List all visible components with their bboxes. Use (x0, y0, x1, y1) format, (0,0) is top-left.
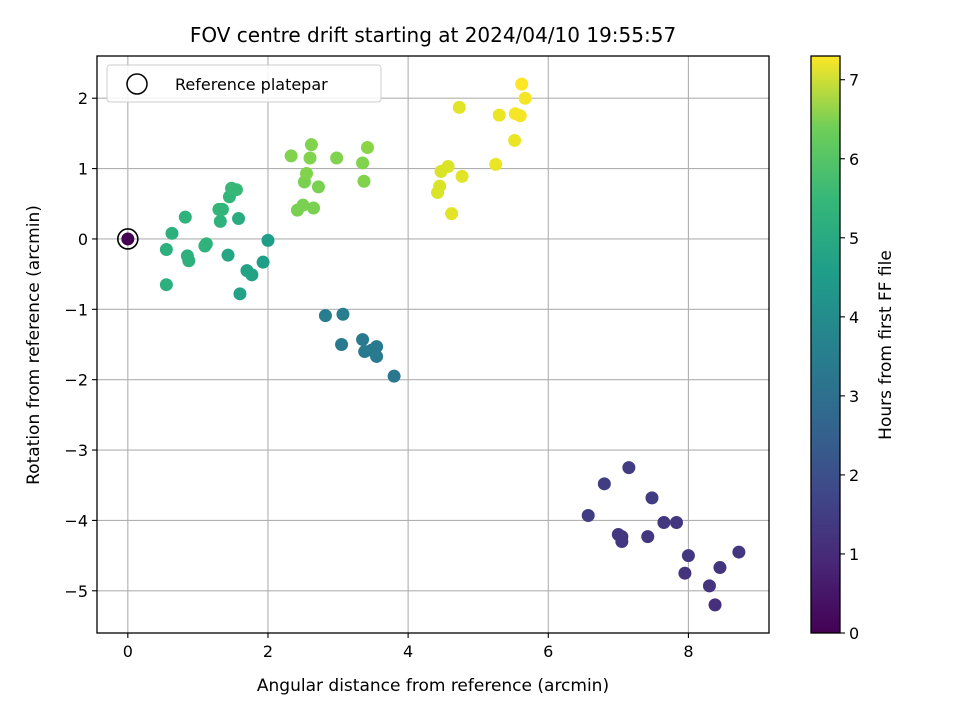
x-tick-label: 8 (683, 642, 693, 661)
scatter-point (304, 138, 318, 152)
scatter-point (336, 307, 350, 321)
y-tick-label: −1 (64, 300, 88, 319)
colorbar-tick-label: 0 (849, 624, 859, 643)
colorbar-tick-label: 1 (849, 545, 859, 564)
scatter-point (713, 561, 727, 575)
scatter-point (307, 201, 321, 215)
scatter-point (233, 287, 247, 301)
legend-box (106, 64, 382, 103)
scatter-point (670, 516, 684, 530)
scatter-point (678, 566, 692, 580)
colorbar-tick-label: 7 (849, 71, 859, 90)
y-tick-label: −5 (64, 582, 88, 601)
scatter-point (357, 174, 371, 188)
y-tick-label: 1 (78, 160, 88, 179)
scatter-point (284, 149, 298, 163)
colorbar-tick-label: 5 (849, 229, 859, 248)
scatter-point (182, 254, 196, 268)
scatter-point (245, 268, 259, 282)
colorbar-ticks: 0 1 2 3 4 5 6 7 (840, 71, 859, 643)
grid-lines (97, 56, 769, 633)
scatter-point (441, 159, 455, 173)
reference-marker-layer (117, 228, 139, 250)
scatter-point (597, 477, 611, 491)
y-tick-label: −2 (64, 371, 88, 390)
chart-title: FOV centre drift starting at 2024/04/10 … (190, 23, 676, 47)
colorbar-tick-label: 4 (849, 308, 859, 327)
scatter-point (215, 202, 229, 216)
scatter-point (261, 233, 275, 247)
scatter-point (159, 243, 173, 257)
y-axis-label: Rotation from reference (arcmin) (24, 205, 44, 485)
scatter-point (311, 180, 325, 194)
legend: Reference platepar (106, 64, 382, 103)
y-tick-label: 2 (78, 89, 88, 108)
scatter-point (622, 461, 636, 475)
reference-platepar-marker (117, 228, 139, 250)
scatter-point (581, 508, 595, 522)
scatter-point (455, 169, 469, 183)
colorbar-tick-label: 6 (849, 150, 859, 169)
legend-open-circle-marker (126, 73, 148, 95)
scatter-point (360, 140, 374, 154)
scatter-point (199, 237, 213, 251)
scatter-point (445, 207, 459, 221)
scatter-point (681, 549, 695, 563)
colorbar (810, 55, 841, 634)
scatter-point (657, 516, 671, 530)
scatter-point (232, 212, 246, 226)
scatter-point (121, 232, 135, 246)
x-axis-ticks: 0 2 4 6 8 (123, 633, 694, 661)
data-points (121, 77, 746, 612)
x-tick-label: 2 (263, 642, 273, 661)
scatter-point (178, 210, 192, 224)
y-tick-label: 0 (78, 230, 88, 249)
x-tick-label: 4 (403, 642, 413, 661)
scatter-point (318, 309, 332, 323)
x-tick-label: 0 (123, 642, 133, 661)
y-tick-label: −4 (64, 511, 88, 530)
scatter-point (330, 151, 344, 165)
scatter-point (452, 100, 466, 114)
scatter-point (433, 179, 447, 193)
scatter-point (645, 491, 659, 505)
scatter-point (492, 108, 506, 122)
scatter-point (370, 340, 384, 354)
scatter-point (221, 248, 235, 262)
scatter-point (165, 226, 179, 240)
scatter-point (256, 255, 270, 269)
legend-entry-reference: Reference platepar (175, 75, 328, 94)
y-axis-ticks: −5 −4 −3 −2 −1 0 1 2 (64, 89, 97, 601)
scatter-point (370, 349, 384, 363)
x-tick-label: 6 (543, 642, 553, 661)
scatter-point (213, 214, 227, 228)
scatter-point (335, 338, 349, 351)
scatter-point (513, 109, 527, 123)
plot-frame (96, 55, 770, 634)
scatter-point (159, 278, 173, 292)
scatter-point (489, 157, 503, 171)
scatter-point (615, 530, 629, 544)
scatter-point (303, 151, 317, 165)
scatter-point (702, 579, 716, 593)
scatter-point (708, 598, 722, 612)
x-axis-label: Angular distance from reference (arcmin) (257, 676, 609, 696)
scatter-point (732, 545, 746, 559)
scatter-point (387, 369, 401, 383)
scatter-point (518, 91, 532, 105)
colorbar-tick-label: 2 (849, 466, 859, 485)
colorbar-tick-label: 3 (849, 387, 859, 406)
scatter-point (508, 133, 522, 147)
scatter-point (229, 183, 243, 197)
scatter-point (300, 167, 314, 181)
scatter-point (356, 156, 370, 170)
colorbar-label: Hours from first FF file (876, 250, 896, 440)
y-tick-label: −3 (64, 441, 88, 460)
scatter-point (356, 333, 370, 347)
scatter-point (515, 77, 529, 91)
scatter-point (296, 198, 310, 212)
scatter-point (641, 530, 655, 544)
